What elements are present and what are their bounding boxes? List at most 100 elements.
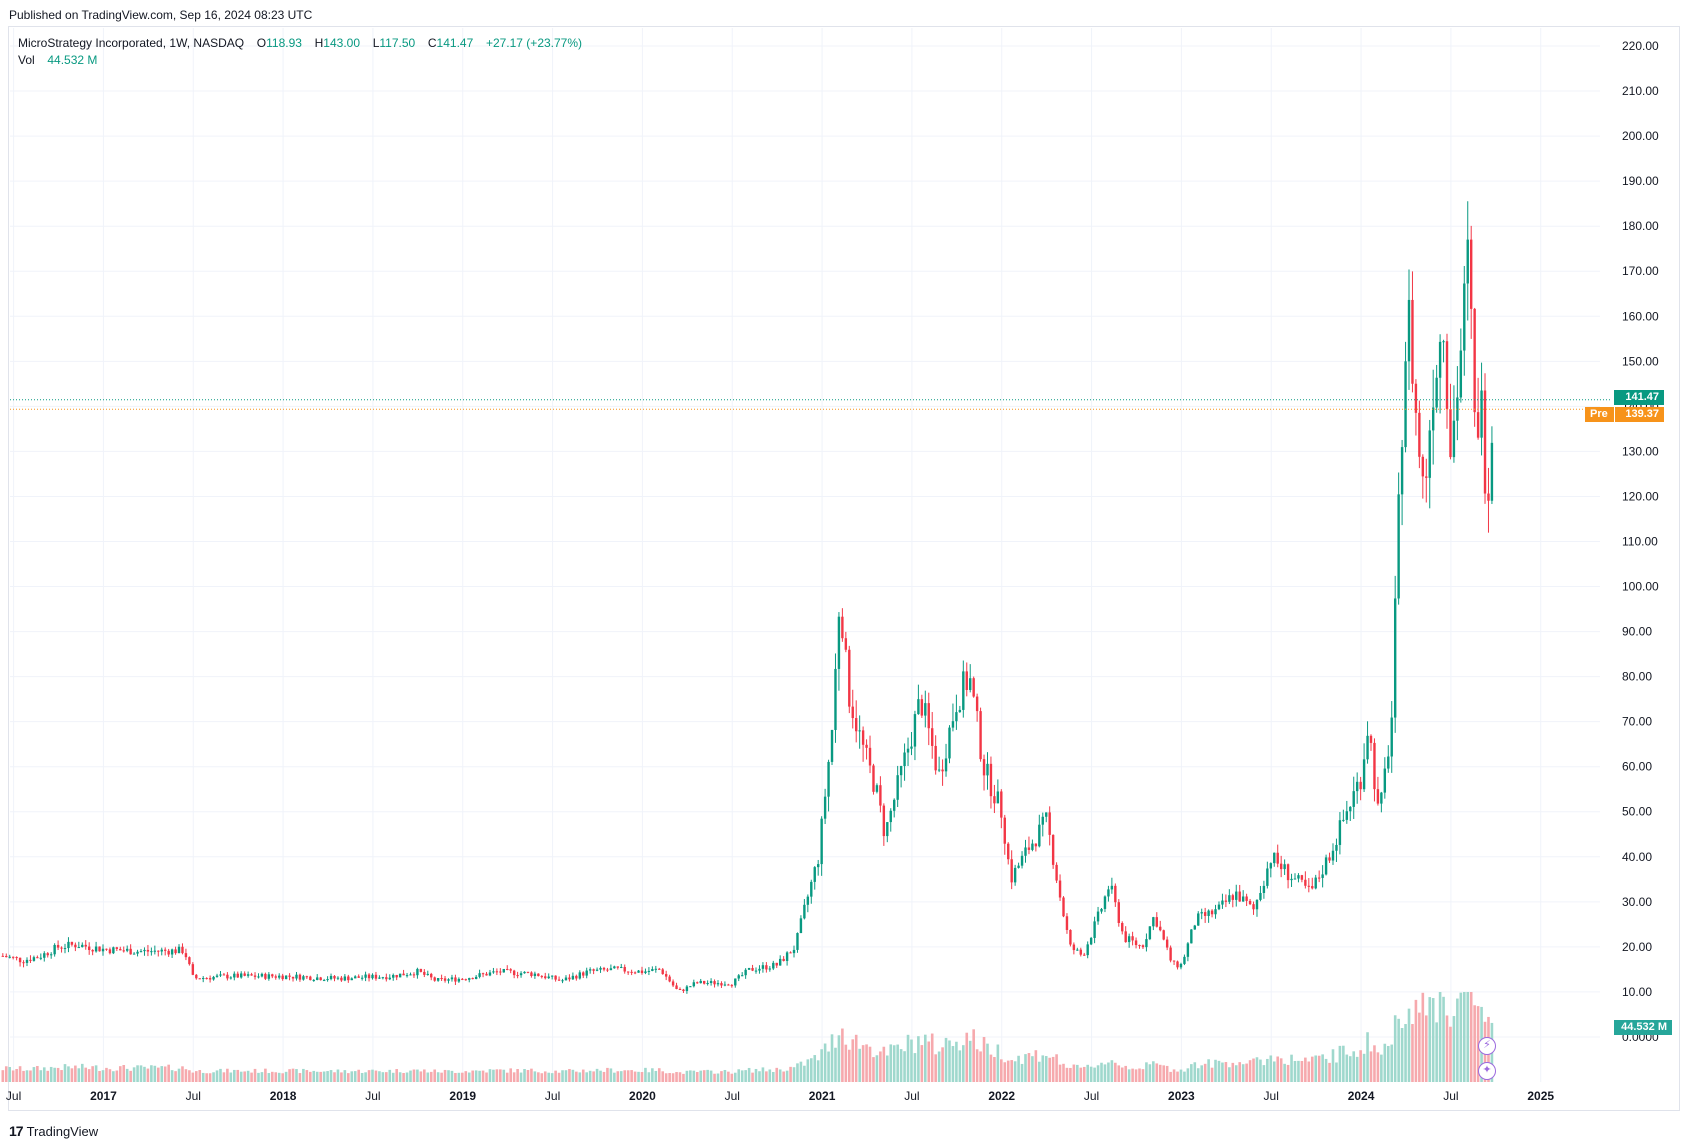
volume-bar <box>557 1072 561 1082</box>
volume-bar <box>668 1073 671 1082</box>
candle-body <box>848 649 851 707</box>
volume-bar <box>917 1036 920 1082</box>
candle-body <box>222 974 226 976</box>
candle-body <box>1127 936 1131 943</box>
candle-body <box>367 974 371 979</box>
candle-body <box>855 718 858 732</box>
volume-bar <box>226 1068 229 1082</box>
volume-bar <box>868 1046 872 1082</box>
volume-bar <box>464 1071 468 1082</box>
lightning-icon[interactable]: ⚡ <box>1478 1037 1496 1055</box>
candle-body <box>1031 843 1034 850</box>
volume-bar <box>447 1070 450 1082</box>
candle-body <box>288 975 291 977</box>
x-tick-label: Jul <box>6 1089 21 1103</box>
volume-bar <box>405 1072 409 1082</box>
candle-body <box>1214 909 1217 915</box>
volume-bar <box>595 1068 599 1082</box>
candle-body <box>1283 864 1286 870</box>
volume-bar <box>1217 1060 1221 1082</box>
candle-body <box>658 968 661 970</box>
candle-body <box>419 968 423 972</box>
volume-bar <box>1366 1032 1369 1082</box>
candle-body <box>163 949 167 951</box>
candle-body <box>233 973 236 978</box>
candle-body <box>544 976 547 979</box>
volume-bar <box>1335 1062 1338 1082</box>
candle-body <box>699 980 702 984</box>
volume-bar <box>163 1066 167 1082</box>
volume-bar <box>851 1039 855 1082</box>
volume-bar <box>654 1070 658 1082</box>
candle-body <box>765 965 768 970</box>
volume-bar <box>129 1070 132 1082</box>
candle-body <box>782 958 785 961</box>
candle-body <box>1400 447 1404 495</box>
candle-body <box>1435 377 1438 408</box>
candle-body <box>457 978 461 982</box>
volume-bar <box>1248 1060 1252 1082</box>
y-tick-label: 120.00 <box>1622 489 1659 503</box>
candle-body <box>350 978 353 981</box>
volume-bar <box>326 1071 329 1082</box>
volume-bar <box>274 1072 278 1082</box>
volume-bar <box>1456 998 1459 1082</box>
candle-body <box>1255 899 1259 910</box>
candle-body <box>1245 896 1248 901</box>
volume-bar <box>910 1039 913 1082</box>
volume-bar <box>823 1043 827 1082</box>
volume-bar <box>416 1069 419 1082</box>
candle-body <box>188 957 191 965</box>
volume-bar <box>637 1071 640 1082</box>
chart-panel[interactable] <box>8 26 1680 1111</box>
candle-body <box>1425 476 1428 478</box>
candle-body <box>302 976 305 980</box>
candle-body <box>889 810 892 823</box>
sparkle-icon[interactable]: ✦ <box>1478 1062 1496 1080</box>
volume-bar <box>955 1041 958 1082</box>
candle-body <box>381 977 385 979</box>
candle-body <box>1117 902 1120 923</box>
candle-body <box>295 974 298 979</box>
volume-bar <box>581 1069 585 1082</box>
candle-body <box>36 957 39 959</box>
volume-bar <box>713 1073 716 1082</box>
candle-body <box>1304 879 1307 886</box>
last-price-tag: 141.47 <box>1614 390 1664 405</box>
candle-body <box>813 867 816 882</box>
candle-body <box>129 948 132 955</box>
candle-body <box>740 975 744 977</box>
volume-bar <box>1107 1062 1110 1082</box>
candle-body <box>336 977 340 979</box>
volume-bar <box>1314 1055 1318 1082</box>
candle-body <box>94 946 98 952</box>
x-tick-label: Jul <box>186 1089 201 1103</box>
volume-bar <box>1031 1056 1034 1082</box>
volume-bar <box>177 1068 181 1082</box>
candle-body <box>910 746 913 749</box>
candle-body <box>1010 859 1013 883</box>
volume-bar <box>1210 1067 1214 1082</box>
volume-bar <box>1055 1054 1058 1082</box>
volume-bar <box>271 1071 274 1082</box>
x-tick-label: 2025 <box>1527 1089 1554 1103</box>
candle-body <box>305 976 309 978</box>
volume-bar <box>979 1051 982 1082</box>
volume-bar <box>309 1071 312 1082</box>
volume-bar <box>1407 1008 1411 1082</box>
volume-bar <box>1321 1054 1324 1082</box>
volume-bar <box>229 1072 233 1082</box>
candle-body <box>18 957 22 963</box>
candle-body <box>454 977 457 982</box>
volume-bar <box>1393 1015 1397 1082</box>
volume-bar <box>1024 1054 1027 1082</box>
footer-brand[interactable]: 17 TradingView <box>9 1123 98 1139</box>
volume-bar <box>751 1072 754 1082</box>
volume-bar <box>737 1069 741 1082</box>
candle-body <box>509 969 512 971</box>
candle-body <box>706 983 709 985</box>
candle-body <box>1027 847 1031 850</box>
candle-body <box>1269 863 1273 869</box>
x-tick-label: 2024 <box>1348 1089 1375 1103</box>
